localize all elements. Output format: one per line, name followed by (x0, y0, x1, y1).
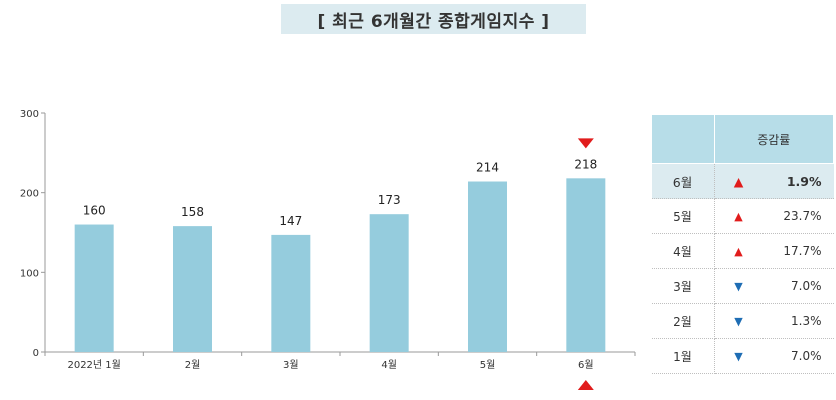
up-arrow-icon: ▲ (714, 198, 763, 234)
table-row: 3월 ▼ 7.0% (651, 268, 834, 304)
up-triangle-marker-icon (577, 380, 594, 390)
bar (369, 214, 409, 352)
row-month: 3월 (651, 268, 715, 304)
down-arrow-icon: ▼ (714, 338, 763, 374)
chart-title-text: [ 최근 6개월간 종합게임지수 ] (317, 11, 550, 32)
row-percent: 1.9% (762, 163, 834, 199)
data-label: 147 (279, 214, 302, 228)
down-triangle-marker-icon (577, 138, 594, 149)
row-percent: 1.3% (762, 303, 834, 339)
bar (173, 226, 212, 352)
x-tick-label: 5월 (480, 359, 496, 371)
y-tick-label: 300 (20, 109, 39, 120)
bar (566, 178, 606, 352)
up-arrow-icon: ▲ (714, 163, 763, 199)
bar-chart: 0 100 200 300 160 2022년 1월 158 2월 147 3월 173 4월 214 5… (20, 109, 636, 390)
change-rate-table: 증감률 6월 ▲ 1.9% 5월 ▲ 23.7% 4월 ▲ 17.7% 3월 ▼… (651, 114, 834, 374)
data-label: 158 (181, 205, 204, 219)
bar (74, 224, 114, 352)
table-row: 2월 ▼ 1.3% (651, 303, 834, 339)
row-percent: 7.0% (762, 338, 834, 374)
row-month: 1월 (651, 338, 715, 374)
x-tick-label: 2022년 1월 (67, 359, 120, 371)
down-arrow-icon: ▼ (714, 303, 763, 339)
data-label: 173 (378, 193, 401, 207)
data-label: 214 (476, 161, 499, 175)
bar (271, 234, 311, 352)
down-arrow-icon: ▼ (714, 268, 763, 304)
table-row: 1월 ▼ 7.0% (651, 338, 834, 374)
data-label: 160 (83, 204, 106, 218)
chart-title: [ 최근 6개월간 종합게임지수 ] (281, 4, 586, 34)
data-label: 218 (574, 157, 597, 171)
x-tick-label: 4월 (381, 359, 397, 371)
row-month: 2월 (651, 303, 715, 339)
bar (468, 181, 507, 352)
row-percent: 23.7% (762, 198, 834, 234)
x-tick-label: 6월 (578, 359, 594, 371)
table-header-change-rate: 증감률 (713, 114, 834, 164)
row-month: 6월 (651, 163, 715, 199)
table-row: 4월 ▲ 17.7% (651, 233, 834, 269)
table-header-blank (651, 114, 715, 164)
up-arrow-icon: ▲ (714, 233, 763, 269)
table-row: 5월 ▲ 23.7% (651, 198, 834, 234)
table-row: 6월 ▲ 1.9% (651, 163, 834, 199)
x-tick-label: 3월 (283, 359, 299, 371)
y-tick-label: 100 (20, 268, 39, 279)
row-percent: 17.7% (762, 233, 834, 269)
y-tick-label: 0 (33, 348, 39, 359)
row-percent: 7.0% (762, 268, 834, 304)
y-tick-label: 200 (20, 189, 39, 200)
row-month: 5월 (651, 198, 715, 234)
x-tick-label: 2월 (185, 359, 201, 371)
row-month: 4월 (651, 233, 715, 269)
